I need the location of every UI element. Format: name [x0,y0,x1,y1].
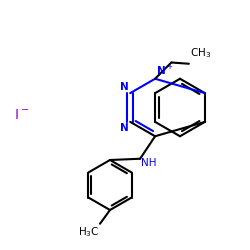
Text: NH: NH [141,158,157,168]
Text: H$_3$C: H$_3$C [78,225,100,239]
Text: I$^-$: I$^-$ [14,108,29,122]
Text: N: N [120,123,129,133]
Text: N: N [120,82,129,92]
Text: CH$_3$: CH$_3$ [190,46,211,60]
Text: N$^+$: N$^+$ [156,64,174,77]
